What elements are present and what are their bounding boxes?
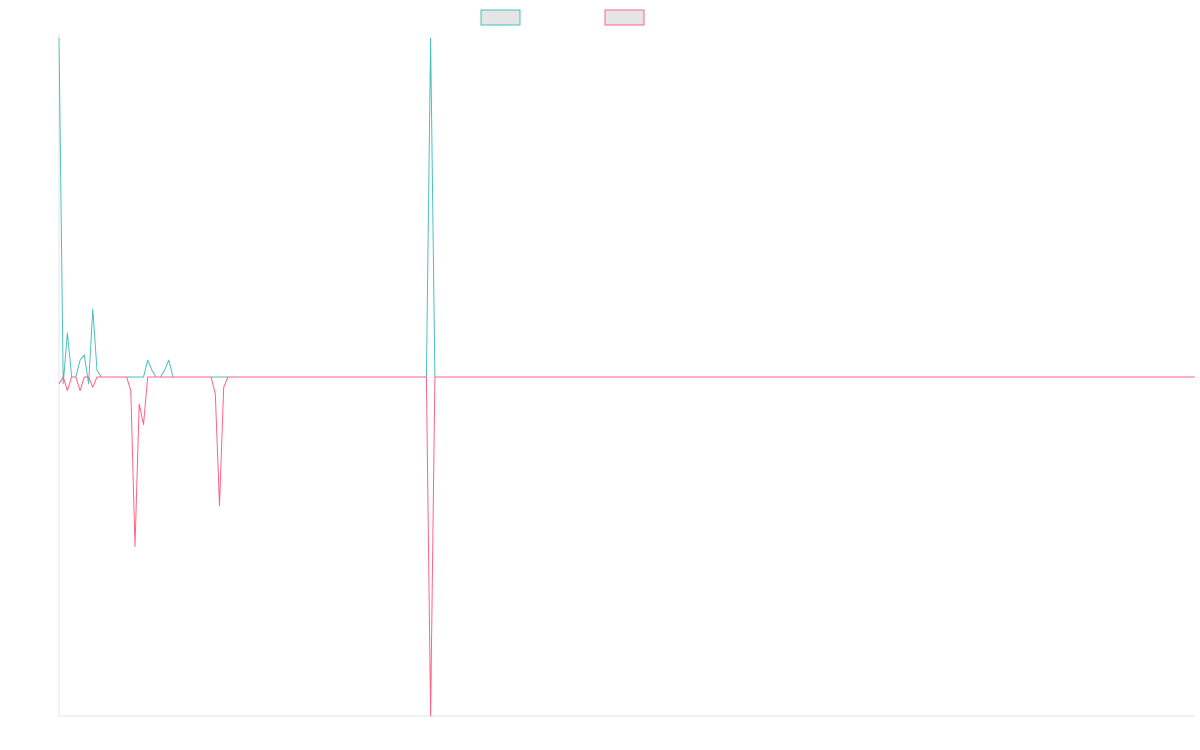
legend [480,9,645,26]
legend-swatch-2 [604,9,645,26]
series-1 [58,37,1195,385]
series-line-2 [58,376,1195,717]
axes [58,34,1195,717]
series-layer [58,37,1195,717]
series-2 [58,376,1195,717]
legend-swatch-1 [480,9,521,26]
series-line-1 [58,37,1195,385]
